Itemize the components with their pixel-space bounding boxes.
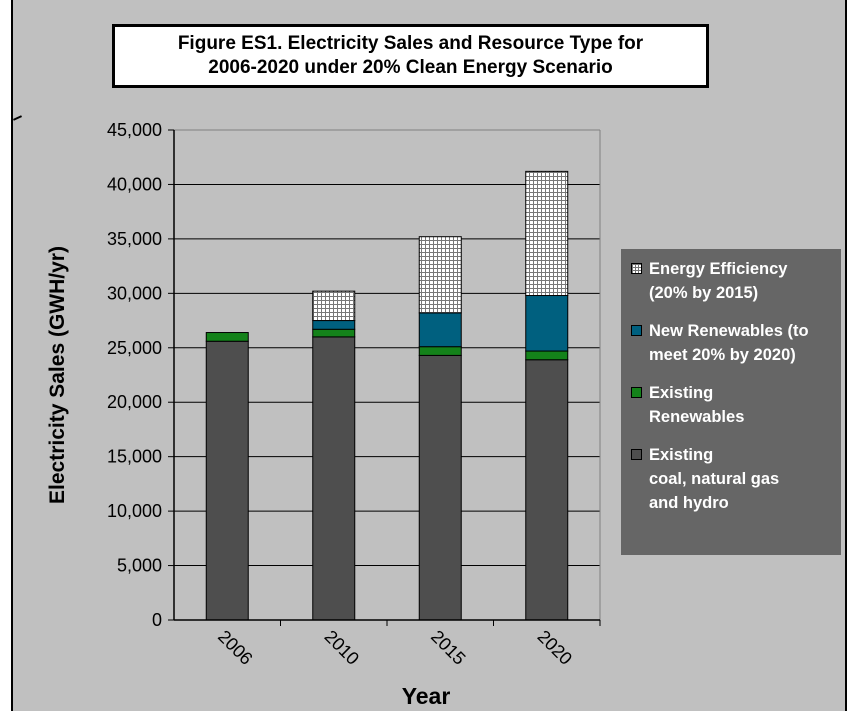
legend-item: New Renewables (to meet 20% by 2020) [625, 319, 837, 367]
x-tick-label: 2006 [214, 626, 256, 668]
bar-segment [525, 295, 569, 352]
x-axis-title: Year [402, 683, 451, 709]
legend-item: Existing coal, natural gas and hydro [625, 443, 837, 515]
chart-title: Figure ES1. Electricity Sales and Resour… [177, 33, 644, 78]
legend-label: Existing coal, natural gas and hydro [649, 446, 780, 512]
bar-segment [205, 340, 249, 621]
y-tick-label: 45,000 [107, 120, 162, 140]
legend-swatch [631, 325, 642, 336]
bar-segment [418, 346, 462, 356]
y-tick-label: 30,000 [107, 283, 162, 303]
y-tick-label: 10,000 [107, 501, 162, 521]
bar-segment [312, 320, 356, 330]
legend-label: Existing Renewables [649, 384, 745, 426]
y-tick-label: 25,000 [107, 338, 162, 358]
legend-swatch [631, 449, 642, 460]
legend-item: Energy Efficiency (20% by 2015) [625, 257, 837, 305]
bar-segment [312, 290, 356, 322]
y-tick-label: 5,000 [117, 556, 162, 576]
legend-label: New Renewables (to meet 20% by 2020) [649, 322, 809, 364]
y-axis-title: Electricity Sales (GWH/yr) [46, 246, 69, 504]
y-tick-label: 20,000 [107, 392, 162, 412]
y-tick-label: 40,000 [107, 174, 162, 194]
y-tick-label: 0 [152, 610, 162, 630]
chart-plot: 0 5,000 10,000 15,000 20,000 25,000 30,000 35,0… [46, 120, 601, 709]
bar-segment [525, 170, 569, 297]
y-tick-label: 35,000 [107, 229, 162, 249]
bar-segment [418, 236, 462, 314]
x-tick-label: 2010 [321, 626, 363, 668]
bar-segment [418, 312, 462, 348]
legend-label: Energy Efficiency (20% by 2015) [649, 260, 788, 302]
bar-segment [205, 332, 249, 342]
legend-swatch [631, 263, 642, 274]
legend-swatch [631, 387, 642, 398]
y-tick-label: 15,000 [107, 447, 162, 467]
bar-segment [418, 354, 462, 621]
chart-legend: Energy Efficiency (20% by 2015) New Renew… [621, 249, 841, 555]
bar-segment [525, 350, 569, 361]
chart-title-box: Figure ES1. Electricity Sales and Resour… [112, 24, 709, 88]
chart-frame: Figure ES1. Electricity Sales and Resour… [11, 0, 847, 711]
bar-segment [312, 336, 356, 621]
bar-segment [312, 328, 356, 338]
x-tick-label: 2015 [427, 626, 469, 668]
legend-item: Existing Renewables [625, 381, 837, 429]
bar-segment [525, 359, 569, 621]
x-tick-label: 2020 [534, 626, 576, 668]
